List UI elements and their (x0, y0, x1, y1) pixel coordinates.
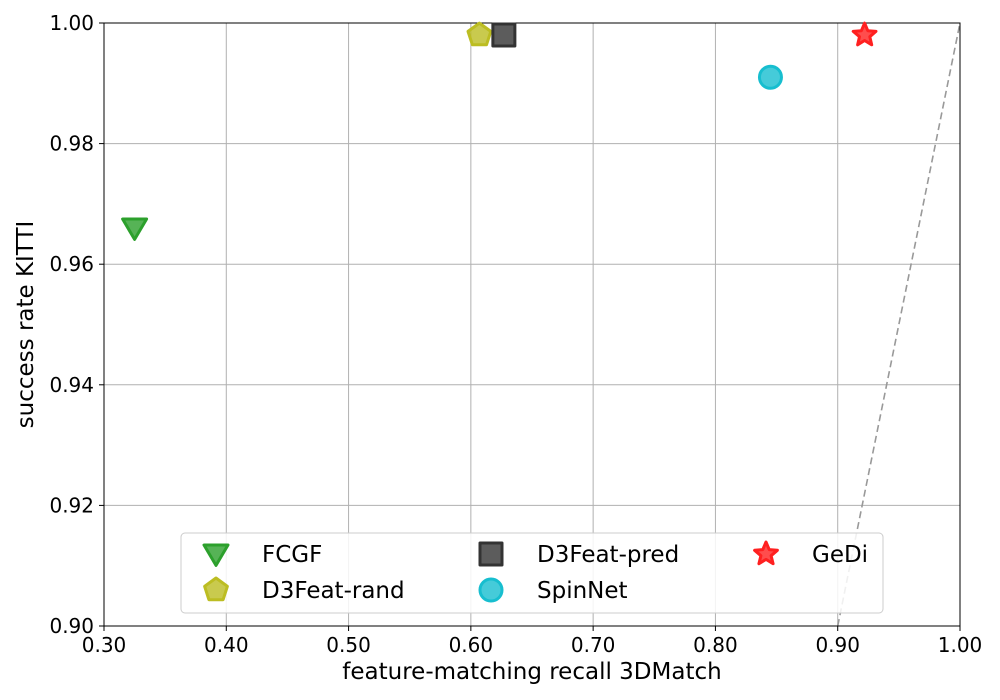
legend-label-spinnet: SpinNet (537, 578, 628, 604)
x-tick-label: 0.70 (571, 633, 616, 657)
y-tick-label: 0.98 (49, 132, 94, 156)
data-point-spinnet (757, 64, 783, 90)
legend-marker-fcgf (202, 543, 230, 567)
x-tick-label: 1.00 (938, 633, 983, 657)
data-point-d3feat-rand (466, 21, 493, 47)
data-points (121, 21, 878, 241)
y-axis-label: success rate KITTI (13, 221, 39, 429)
data-point-fcgf (121, 217, 149, 241)
legend-label-d3feat-rand: D3Feat-rand (262, 578, 405, 604)
data-point-d3feat-pred (491, 22, 517, 48)
legend-label-d3feat-pred: D3Feat-pred (537, 542, 679, 568)
y-tick-label: 0.92 (49, 493, 94, 517)
x-tick-label: 0.30 (82, 633, 127, 657)
reference-dashed-line (836, 22, 961, 627)
data-point-gedi (851, 21, 878, 47)
x-tick-label: 0.90 (815, 633, 860, 657)
y-tick-label: 1.00 (49, 11, 94, 35)
x-axis-ticks: 0.30 0.40 0.50 0.60 0.70 0.80 0.90 1.00 (82, 626, 983, 657)
legend: FCGF D3Feat-rand D3Feat-pred SpinNet GeDi (180, 532, 884, 614)
reference-line-layer (836, 22, 961, 627)
y-tick-label: 0.90 (49, 614, 94, 638)
y-axis-ticks: 0.90 0.92 0.94 0.96 0.98 1.00 (49, 11, 104, 638)
x-tick-label: 0.80 (693, 633, 738, 657)
y-tick-label: 0.94 (49, 373, 94, 397)
legend-label-fcgf: FCGF (262, 542, 322, 568)
legend-marker-d3feat-pred (478, 541, 504, 567)
x-axis-label: feature-matching recall 3DMatch (342, 659, 721, 685)
x-tick-label: 0.50 (326, 633, 371, 657)
legend-marker-d3feat-rand (203, 576, 229, 602)
y-tick-label: 0.96 (49, 252, 94, 276)
legend-label-gedi: GeDi (812, 542, 868, 568)
legend-box (180, 532, 884, 614)
plot-area-frame (103, 22, 961, 627)
x-tick-label: 0.60 (449, 633, 494, 657)
legend-marker-gedi (753, 540, 779, 566)
x-tick-label: 0.40 (204, 633, 249, 657)
legend-marker-spinnet (478, 577, 504, 603)
